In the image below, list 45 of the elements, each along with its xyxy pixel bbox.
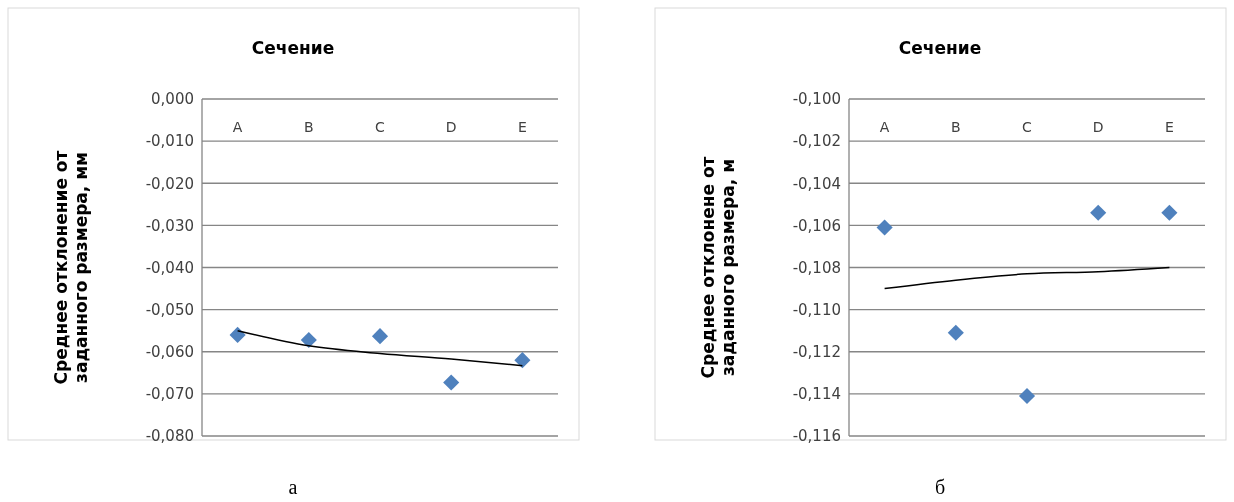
y-tick-label: -0,010 bbox=[145, 132, 194, 151]
point bbox=[443, 374, 460, 391]
point bbox=[876, 219, 893, 236]
y-axis-title: Среднее отклонене от заданного размера, м bbox=[697, 156, 738, 379]
x-tick-label: A bbox=[232, 119, 243, 135]
y-tick-label: -0,060 bbox=[145, 343, 194, 361]
x-tick-label: D bbox=[445, 119, 457, 135]
x-tick-label: E bbox=[517, 119, 527, 135]
y-tick-label: -0,106 bbox=[792, 216, 841, 235]
y-tick-label: -0,112 bbox=[792, 343, 841, 361]
y-tick-label: -0,110 bbox=[792, 300, 841, 319]
y-tick-label: -0,116 bbox=[792, 427, 841, 446]
y-tick-label: -0,108 bbox=[792, 258, 841, 277]
point bbox=[300, 331, 317, 349]
point bbox=[1018, 387, 1036, 405]
point bbox=[371, 328, 389, 345]
y-tick-label: -0,102 bbox=[792, 132, 841, 151]
y-axis-title: Среднее отклонение от заданного размера, мм bbox=[50, 150, 91, 385]
line-series bbox=[883, 266, 1171, 290]
chart-title: Сечение bbox=[251, 38, 335, 58]
point bbox=[947, 324, 964, 341]
text: б bbox=[934, 476, 946, 498]
y-tick-label: 0,000 bbox=[151, 90, 194, 109]
y-tick-label: -0,114 bbox=[792, 385, 841, 404]
y-tick-label: -0,080 bbox=[145, 427, 194, 446]
y-tick-label: -0,104 bbox=[792, 174, 841, 193]
x-tick-label: E bbox=[1164, 119, 1174, 135]
y-tick-label: -0,030 bbox=[145, 216, 194, 235]
text: а bbox=[288, 476, 298, 498]
point bbox=[229, 326, 246, 343]
y-tick-label: -0,070 bbox=[145, 385, 194, 404]
y-tick-label: -0,050 bbox=[145, 300, 194, 319]
x-tick-label: B bbox=[951, 119, 961, 135]
point bbox=[1161, 204, 1178, 221]
point bbox=[1090, 204, 1107, 221]
x-tick-label: B bbox=[304, 119, 314, 135]
y-tick-label: -0,100 bbox=[792, 90, 841, 109]
x-tick-label: D bbox=[1092, 119, 1104, 135]
y-tick-label: -0,020 bbox=[145, 174, 194, 193]
x-tick-label: A bbox=[879, 119, 890, 135]
y-tick-label: -0,040 bbox=[145, 258, 194, 277]
point bbox=[514, 352, 531, 369]
x-tick-label: C bbox=[375, 119, 386, 135]
chart-title: Сечение bbox=[898, 38, 982, 58]
x-tick-label: C bbox=[1022, 119, 1033, 135]
